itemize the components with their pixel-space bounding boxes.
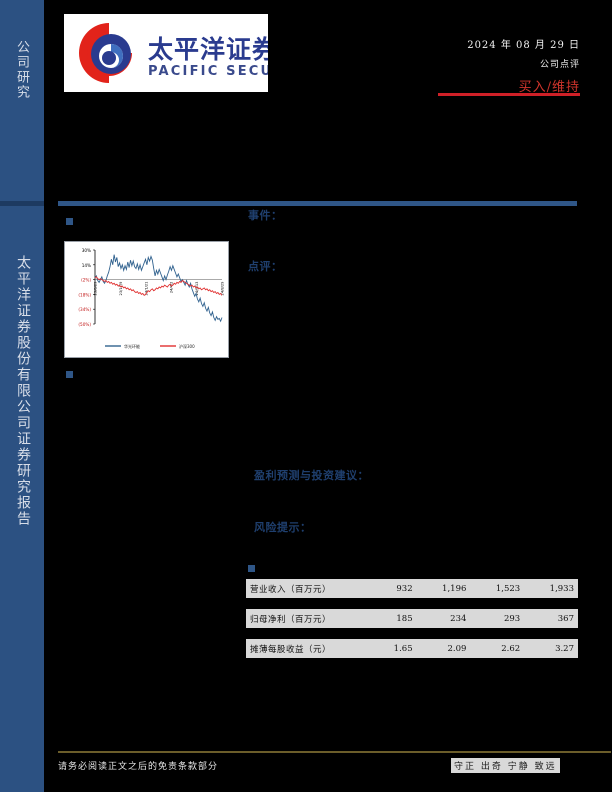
footer-rule [58,751,611,753]
chart-legend-label: 华光环能 [124,343,140,349]
sidebar-label-research: 公司研究 [14,40,29,100]
relative-performance-chart: 30% 14% (2%) (18%) (34%) (50%) 23/8/29 23/11/9 2… [64,241,229,358]
table-row-label: 归母净利（百万元） [246,608,365,629]
chart-xtick-label: 23/8/29 [94,281,98,296]
rating-badge: 买入/维持 [518,80,580,95]
chart-ytick-label: (34%) [78,307,91,312]
heading-risk: 风险提示： [254,521,312,534]
table-cell-value: 293 [470,608,525,629]
bullet-marker-table [248,565,255,572]
chart-xtick-label: 24/6/13 [195,282,199,296]
chart-ytick-label: (18%) [78,292,91,297]
table-row-spacer [246,628,578,639]
pacific-securities-logo-icon [79,23,132,83]
footer-slogan: 守正 出奇 宁静 致远 [451,758,560,773]
table-cell-value: 932 [364,578,417,599]
table-cell-value: 1.65 [364,638,417,659]
table-cell-value: 1,196 [416,578,471,599]
table-row: 营业收入（百万元） 932 1,196 1,523 1,933 [246,578,578,599]
bullet-marker-secondary [66,371,73,378]
chart-xtick-label: 24/8/29 [221,281,225,296]
chart-series-line [94,254,223,323]
chart-svg: 30% 14% (2%) (18%) (34%) (50%) 23/8/29 23/11/9 2… [65,242,228,357]
chart-xtick-label: 23/11/9 [119,281,123,296]
chart-xtick-label: 24/4/2 [170,282,174,294]
footer-disclaimer: 请务必阅读正文之后的免责条款部分 [58,762,219,772]
chart-ytick-label: 14% [82,263,91,268]
chart-legend-label: 沪深300 [179,343,195,349]
bullet-marker-chart [66,218,73,225]
table-cell-value: 367 [524,608,578,629]
chart-series-line [94,276,223,296]
table-cell-value: 1,523 [470,578,525,599]
chart-ytick-label: 30% [82,248,91,253]
page-canvas: 太平洋证券 PACIFIC SECURITIES 2024 年 08 月 29 … [44,0,612,792]
table-cell-value: 234 [416,608,471,629]
report-type: 公司点评 [539,60,580,70]
left-sidebar: 公司研究 太平洋证券股份有限公司证券研究报告 [0,0,44,792]
table-cell-value: 2.62 [470,638,525,659]
table-row: 归母净利（百万元） 185 234 293 367 [246,608,578,629]
heading-comment: 点评： [248,260,283,273]
table-row-label: 营业收入（百万元） [246,578,365,599]
forecast-table: 营业收入（百万元） 932 1,196 1,523 1,933 归母净利（百万元） 185 2… [246,578,578,659]
heading-event: 事件： [248,209,283,222]
table-cell-value: 1,933 [524,578,578,599]
table-cell-value: 2.09 [416,638,471,659]
chart-ytick-label: (2%) [81,278,91,283]
table-row-spacer [246,598,578,609]
header-meta: 2024 年 08 月 29 日 公司点评 买入/维持 [340,36,580,95]
table-row-label: 摊薄每股收益（元） [246,638,365,659]
sidebar-band-top [0,0,44,201]
chart-xtick-label: 24/1/21 [144,282,148,296]
header-red-rule [438,93,580,96]
heading-profit-forecast: 盈利预测与投资建议： [254,469,369,482]
table-row: 摊薄每股收益（元） 1.65 2.09 2.62 3.27 [246,638,578,659]
section-separator-bar [58,201,577,206]
sidebar-band-bottom [0,206,44,792]
table-cell-value: 185 [364,608,417,629]
sidebar-label-company: 太平洋证券股份有限公司证券研究报告 [15,255,31,527]
table-cell-value: 3.27 [524,638,578,659]
chart-ytick-label: (50%) [78,322,91,327]
logo-text-cn: 太平洋证券 [148,35,268,64]
company-logo: 太平洋证券 PACIFIC SECURITIES [64,14,268,92]
sidebar-divider [0,201,44,206]
report-date: 2024 年 08 月 29 日 [467,40,580,51]
logo-text-en: PACIFIC SECURITIES [148,64,268,79]
